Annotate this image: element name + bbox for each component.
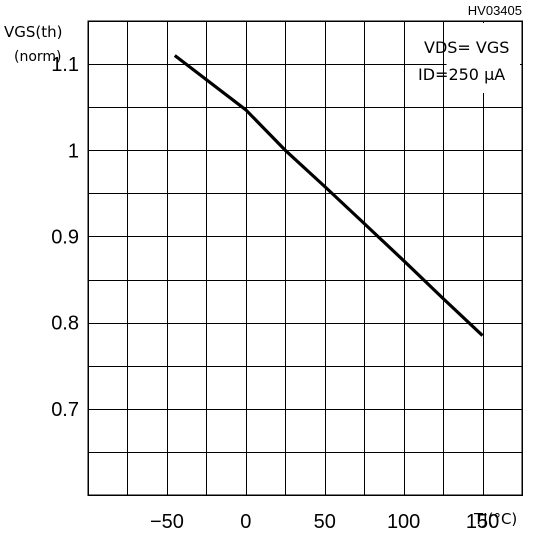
figure-code: HV03405: [468, 3, 522, 18]
x-tick-labels: −50 0 50 100 150: [150, 511, 499, 533]
x-tick-label: −50: [150, 511, 184, 533]
grid: [88, 21, 522, 495]
conditions-box: [446, 23, 520, 93]
y-axis-title: VGS(th): [4, 23, 63, 41]
y-tick-labels: 0.7 0.8 0.9 1 1.1: [51, 54, 79, 421]
y-tick-label: 0.9: [51, 226, 79, 248]
condition-id: ID=250 μA: [418, 65, 505, 84]
x-tick-label: 0: [240, 511, 251, 533]
y-tick-label: 0.7: [51, 399, 79, 421]
x-tick-label: 100: [387, 511, 420, 533]
x-tick-label: 50: [314, 511, 336, 533]
y-tick-label: 1: [68, 140, 79, 162]
condition-vds: VDS= VGS: [424, 38, 509, 57]
series-line-0: [173, 54, 484, 337]
y-axis-unit: (norm): [14, 49, 62, 65]
y-tick-label: 0.8: [51, 313, 79, 335]
series-group: [173, 54, 484, 337]
x-axis-title: TJ(°C): [473, 510, 517, 528]
x-tick-label: 150: [466, 511, 499, 533]
plot-frame: [87, 20, 523, 496]
y-tick-label: 1.1: [51, 54, 79, 76]
